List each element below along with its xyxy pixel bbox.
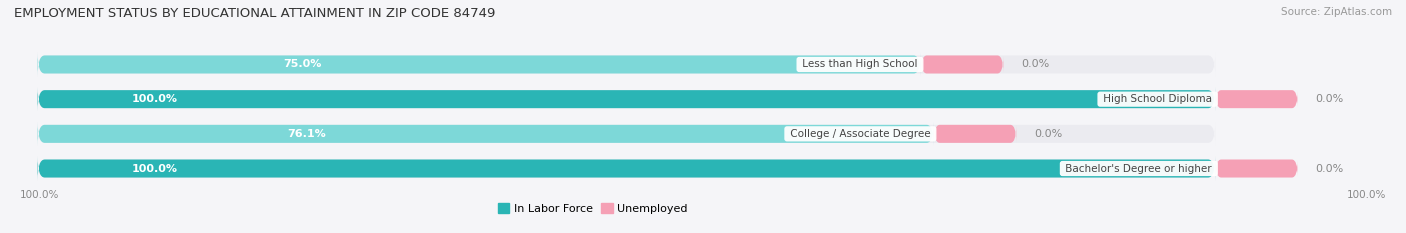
Text: 0.0%: 0.0% <box>1033 129 1062 139</box>
FancyBboxPatch shape <box>38 157 1215 180</box>
FancyBboxPatch shape <box>921 55 1004 73</box>
Legend: In Labor Force, Unemployed: In Labor Force, Unemployed <box>494 199 692 218</box>
Text: EMPLOYMENT STATUS BY EDUCATIONAL ATTAINMENT IN ZIP CODE 84749: EMPLOYMENT STATUS BY EDUCATIONAL ATTAINM… <box>14 7 495 20</box>
Text: College / Associate Degree: College / Associate Degree <box>787 129 934 139</box>
Text: 100.0%: 100.0% <box>20 190 59 200</box>
Text: Less than High School: Less than High School <box>799 59 921 69</box>
FancyBboxPatch shape <box>38 122 934 146</box>
Text: 76.1%: 76.1% <box>287 129 326 139</box>
FancyBboxPatch shape <box>38 53 1215 76</box>
Text: High School Diploma: High School Diploma <box>1099 94 1215 104</box>
FancyBboxPatch shape <box>38 122 1215 146</box>
Text: 0.0%: 0.0% <box>1316 94 1344 104</box>
FancyBboxPatch shape <box>38 53 921 76</box>
FancyBboxPatch shape <box>1215 90 1298 108</box>
Text: 100.0%: 100.0% <box>132 164 177 174</box>
FancyBboxPatch shape <box>38 157 1215 180</box>
Text: 75.0%: 75.0% <box>284 59 322 69</box>
FancyBboxPatch shape <box>38 87 1215 111</box>
Text: 0.0%: 0.0% <box>1316 164 1344 174</box>
Text: Bachelor's Degree or higher: Bachelor's Degree or higher <box>1063 164 1215 174</box>
FancyBboxPatch shape <box>1215 160 1298 178</box>
Text: 100.0%: 100.0% <box>132 94 177 104</box>
Text: 0.0%: 0.0% <box>1021 59 1049 69</box>
Text: 100.0%: 100.0% <box>1347 190 1386 200</box>
FancyBboxPatch shape <box>38 87 1215 111</box>
FancyBboxPatch shape <box>934 125 1017 143</box>
Text: Source: ZipAtlas.com: Source: ZipAtlas.com <box>1281 7 1392 17</box>
